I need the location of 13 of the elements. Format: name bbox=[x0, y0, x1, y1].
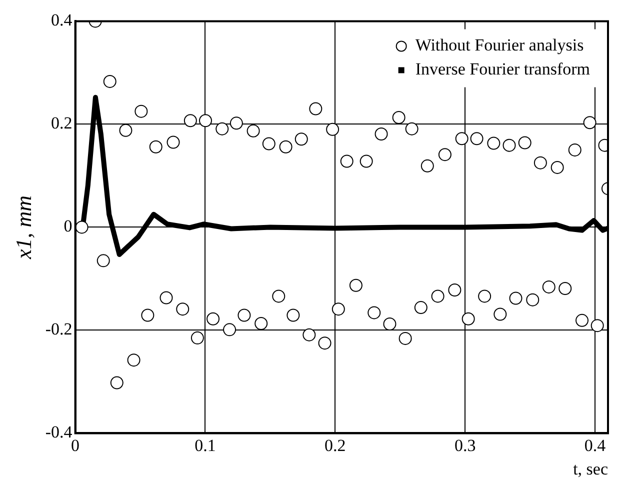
y-axis-title: x1, mm bbox=[10, 195, 36, 260]
y-tick-label: -0.2 bbox=[45, 320, 72, 339]
y-tick-label: -0.4 bbox=[45, 422, 73, 442]
x-tick-label: 0.3 bbox=[454, 436, 476, 455]
legend-label: Without Fourier analysis bbox=[415, 36, 584, 55]
x-tick-label: 0.4 bbox=[584, 436, 606, 455]
x-tick-label: 0.2 bbox=[324, 436, 346, 455]
legend-label: Inverse Fourier transform bbox=[415, 60, 590, 79]
y-tick-label: 0.4 bbox=[51, 10, 73, 30]
y-tick-label: 0 bbox=[64, 216, 72, 236]
y-tick-label: 0.2 bbox=[51, 114, 72, 133]
x-tick-label: 0.1 bbox=[194, 436, 216, 455]
x-axis-title: t, sec bbox=[573, 459, 608, 478]
